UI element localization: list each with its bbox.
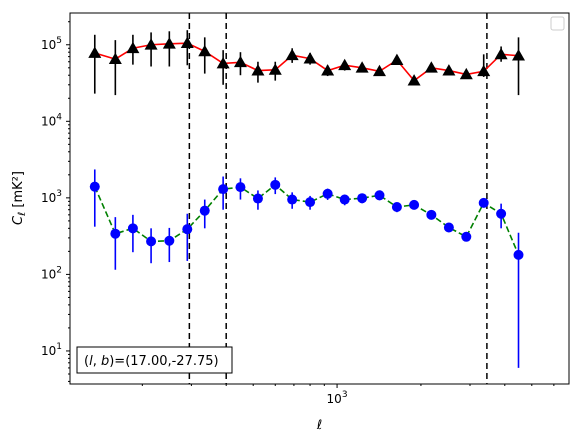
data-point — [146, 236, 157, 247]
y-tick-label: 103 — [41, 189, 62, 205]
data-point — [407, 74, 421, 86]
data-point — [268, 63, 282, 75]
region-annotation: (l, b)=(17.00,-27.75) — [76, 346, 233, 374]
data-point — [110, 228, 121, 239]
data-point — [459, 67, 473, 80]
data-point — [478, 197, 489, 208]
data-point — [357, 193, 368, 204]
data-point — [391, 201, 402, 212]
data-point — [305, 197, 316, 208]
data-point — [461, 231, 472, 242]
data-point — [233, 55, 247, 68]
data-point — [285, 48, 299, 61]
data-point — [89, 181, 100, 192]
data-point — [426, 209, 437, 220]
data-point — [303, 52, 317, 64]
data-point — [164, 235, 175, 246]
y-tick-label: 105 — [41, 36, 62, 52]
data-point — [424, 61, 438, 73]
data-point — [198, 44, 212, 57]
data-point — [512, 49, 526, 61]
series-1 — [88, 30, 526, 96]
data-point — [218, 184, 229, 195]
data-point — [127, 223, 138, 234]
data-point — [287, 194, 298, 205]
y-tick-label: 102 — [41, 265, 62, 281]
data-point — [126, 41, 140, 54]
data-point — [251, 64, 265, 76]
data-point — [235, 182, 246, 193]
data-point — [442, 64, 456, 76]
x-tick-label: 103 — [327, 390, 348, 406]
y-tick-label: 101 — [41, 342, 62, 358]
data-point — [252, 193, 263, 204]
data-point — [180, 36, 194, 49]
axis-ticks: 101 102 103 104 105 103 — [41, 21, 555, 406]
data-point — [496, 208, 507, 219]
data-point — [513, 249, 524, 260]
data-point — [390, 53, 404, 65]
plot-area — [88, 13, 526, 384]
data-point — [182, 224, 193, 235]
plot-frame — [69, 12, 570, 385]
data-point — [144, 38, 158, 50]
legend-box — [550, 16, 565, 31]
data-point — [162, 37, 176, 49]
data-point — [88, 46, 102, 58]
y-axis-label: Cℓ [mK²] — [11, 171, 28, 225]
data-point — [374, 190, 385, 201]
y-tick-label: 104 — [41, 112, 62, 128]
data-point — [270, 179, 281, 190]
data-point — [199, 205, 210, 216]
data-point — [409, 199, 420, 210]
data-point — [339, 194, 350, 205]
data-point — [338, 58, 352, 71]
data-point — [372, 64, 386, 77]
data-point — [321, 64, 335, 76]
series-2 — [89, 169, 524, 368]
data-point — [216, 56, 230, 69]
data-point — [322, 188, 333, 199]
data-point — [477, 64, 491, 77]
data-point — [494, 47, 508, 60]
annotation-text: (l, b)=(17.00,-27.75) — [84, 354, 219, 369]
data-point — [108, 52, 122, 64]
annotation-box — [76, 346, 233, 374]
data-point — [355, 61, 369, 73]
x-axis-label: ℓ — [316, 418, 322, 433]
data-point — [443, 222, 454, 233]
